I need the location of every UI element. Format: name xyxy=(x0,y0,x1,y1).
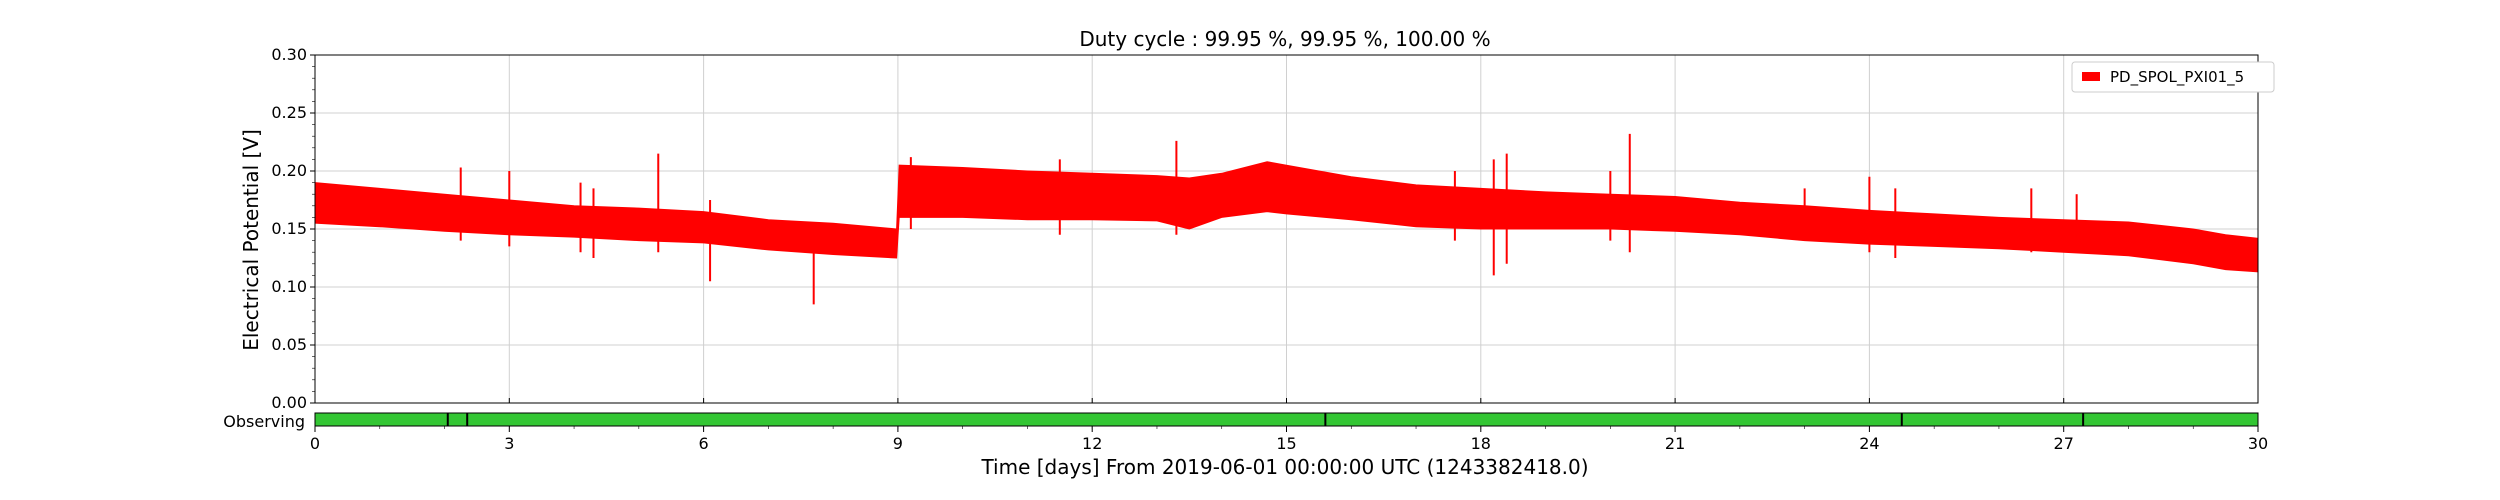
legend-label: PD_SPOL_PXI01_5 xyxy=(2110,68,2244,87)
y-tick-label: 0.05 xyxy=(271,335,307,354)
x-tick-label: 30 xyxy=(2248,434,2268,453)
legend-box xyxy=(2071,61,2275,93)
x-tick-label: 27 xyxy=(2054,434,2074,453)
y-tick-label: 0.15 xyxy=(271,219,307,238)
x-tick-label: 0 xyxy=(310,434,320,453)
x-tick-label: 6 xyxy=(699,434,709,453)
chart-title: Duty cycle : 99.95 %, 99.95 %, 100.00 % xyxy=(1079,27,1490,51)
x-tick-label: 15 xyxy=(1276,434,1296,453)
state-bar-segment xyxy=(314,412,2259,427)
y-tick-label: 0.00 xyxy=(271,393,307,412)
y-tick-label: 0.10 xyxy=(271,277,307,296)
y-axis: 0.00 0.05 0.10 0.15 0.20 0.25 0.30 xyxy=(271,45,315,412)
legend: PD_SPOL_PXI01_5 xyxy=(2071,61,2275,93)
legend-swatch xyxy=(2082,72,2100,81)
y-tick-label: 0.30 xyxy=(271,45,307,64)
y-tick-label: 0.25 xyxy=(271,103,307,122)
y-tick-label: 0.20 xyxy=(271,161,307,180)
state-bar-label: Observing xyxy=(223,412,305,431)
y-axis-label: Electrical Potential [V] xyxy=(239,129,263,351)
x-tick-label: 18 xyxy=(1471,434,1491,453)
x-axis: 0 3 6 9 12 15 18 21 24 27 30 xyxy=(310,398,2268,453)
x-axis-label: Time [days] From 2019-06-01 00:00:00 UTC… xyxy=(980,455,1588,479)
x-tick-label: 9 xyxy=(893,434,903,453)
x-tick-label: 21 xyxy=(1665,434,1685,453)
x-tick-label: 3 xyxy=(504,434,514,453)
state-bar xyxy=(314,412,2259,427)
x-tick-label: 24 xyxy=(1859,434,1879,453)
x-tick-label: 12 xyxy=(1082,434,1102,453)
